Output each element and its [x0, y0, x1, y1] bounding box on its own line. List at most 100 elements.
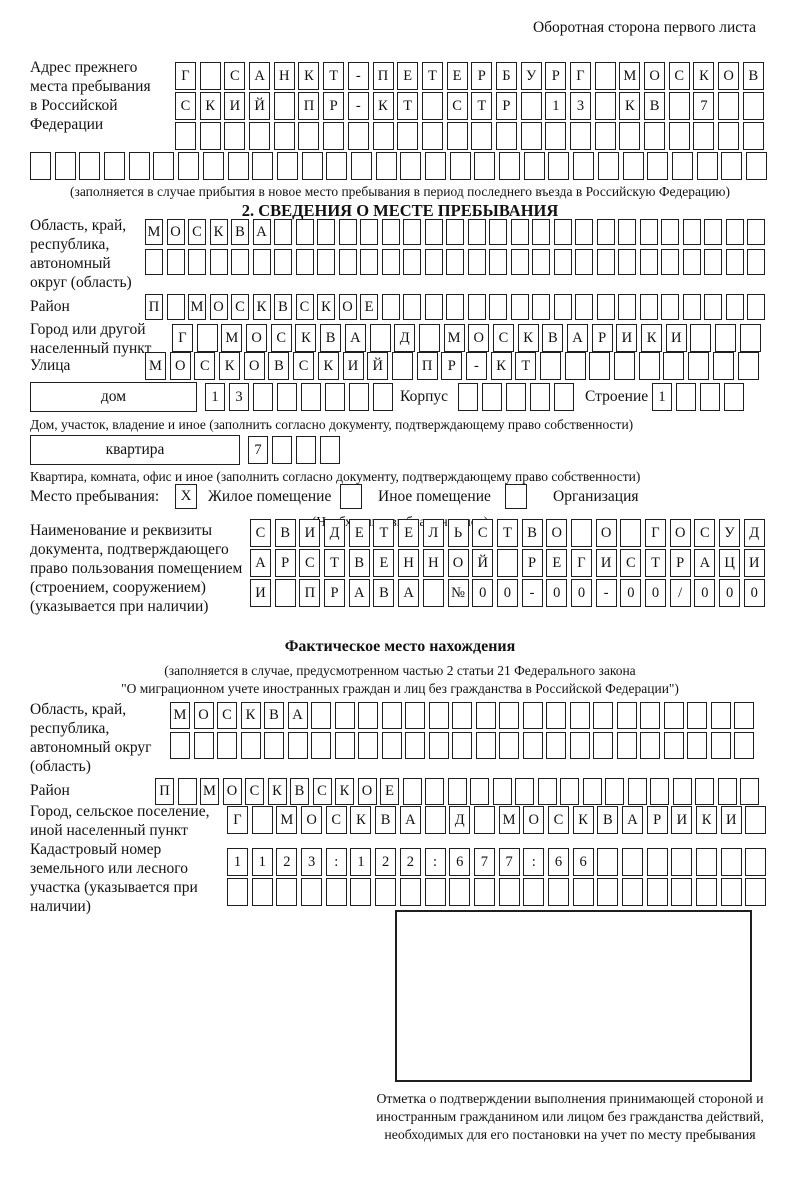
char-cell[interactable]: В	[375, 806, 397, 834]
char-cell[interactable]	[682, 294, 701, 320]
char-cell[interactable]: И	[224, 92, 246, 120]
char-cell[interactable]: -	[347, 62, 369, 90]
char-cell[interactable]: А	[622, 806, 643, 834]
char-cell[interactable]: 0	[620, 579, 642, 607]
char-cell[interactable]	[276, 152, 298, 180]
char-cell[interactable]	[687, 702, 707, 729]
char-cell[interactable]: В	[348, 549, 370, 577]
char-cell[interactable]: К	[295, 324, 317, 352]
char-cell[interactable]: Й	[249, 92, 271, 120]
char-cell[interactable]: К	[317, 352, 339, 380]
char-cell[interactable]: А	[567, 324, 588, 352]
char-cell[interactable]	[564, 352, 586, 380]
char-cell[interactable]	[338, 219, 357, 245]
char-cell[interactable]	[264, 732, 284, 759]
char-cell[interactable]	[596, 294, 615, 320]
char-cell[interactable]	[54, 152, 76, 180]
char-cell[interactable]	[700, 383, 720, 411]
char-cell[interactable]: О	[222, 778, 242, 805]
char-cell[interactable]: -	[595, 579, 617, 607]
char-cell[interactable]	[569, 702, 590, 729]
char-cell[interactable]: К	[350, 806, 372, 834]
char-cell[interactable]: О	[669, 519, 691, 547]
char-cell[interactable]: 2	[276, 848, 298, 876]
char-cell[interactable]	[597, 878, 619, 906]
char-cell[interactable]	[499, 702, 519, 729]
char-cell[interactable]	[593, 732, 613, 759]
char-cell[interactable]: 0	[645, 579, 666, 607]
char-cell[interactable]	[334, 732, 355, 759]
char-cell[interactable]	[687, 732, 707, 759]
char-cell[interactable]: Г	[175, 62, 196, 90]
char-cell[interactable]	[311, 702, 331, 729]
char-cell[interactable]	[402, 778, 422, 805]
char-cell[interactable]	[358, 702, 378, 729]
char-cell[interactable]	[622, 848, 643, 876]
char-cell[interactable]: О	[301, 806, 323, 834]
char-cell[interactable]: Н	[273, 62, 295, 90]
char-cell[interactable]	[644, 122, 666, 150]
char-cell[interactable]: К	[572, 806, 594, 834]
char-cell[interactable]: А	[252, 219, 271, 245]
char-cell[interactable]	[252, 249, 271, 275]
char-cell[interactable]: -	[347, 92, 369, 120]
char-cell[interactable]	[467, 249, 486, 275]
char-cell[interactable]: 0	[694, 579, 716, 607]
char-cell[interactable]	[240, 732, 261, 759]
char-cell[interactable]	[381, 732, 402, 759]
char-cell[interactable]: К	[317, 294, 335, 320]
char-cell[interactable]	[575, 219, 593, 245]
char-cell[interactable]	[742, 122, 764, 150]
char-cell[interactable]: Е	[446, 62, 468, 90]
char-cell[interactable]: С	[620, 549, 642, 577]
char-cell[interactable]	[447, 778, 467, 805]
char-cell[interactable]	[704, 249, 722, 275]
char-cell[interactable]: В	[644, 92, 666, 120]
char-cell[interactable]	[596, 249, 615, 275]
char-cell[interactable]: В	[231, 219, 249, 245]
char-cell[interactable]	[298, 122, 320, 150]
char-cell[interactable]	[199, 62, 221, 90]
char-cell[interactable]: А	[249, 62, 271, 90]
char-cell[interactable]	[725, 294, 744, 320]
char-cell[interactable]	[704, 294, 722, 320]
char-cell[interactable]	[573, 152, 595, 180]
char-cell[interactable]: 7	[248, 436, 268, 464]
char-cell[interactable]	[274, 579, 296, 607]
char-cell[interactable]	[334, 702, 355, 729]
char-cell[interactable]	[724, 383, 744, 411]
char-cell[interactable]	[639, 249, 658, 275]
char-cell[interactable]: 0	[719, 579, 741, 607]
char-cell[interactable]: У	[719, 519, 741, 547]
char-cell[interactable]	[747, 294, 765, 320]
char-cell[interactable]	[360, 219, 378, 245]
char-cell[interactable]: Й	[367, 352, 389, 380]
char-cell[interactable]: И	[743, 549, 765, 577]
char-cell[interactable]	[663, 732, 684, 759]
char-cell[interactable]	[251, 806, 273, 834]
char-cell[interactable]	[661, 249, 679, 275]
char-cell[interactable]: О	[447, 549, 469, 577]
char-cell[interactable]	[227, 152, 249, 180]
char-cell[interactable]: К	[252, 294, 271, 320]
char-cell[interactable]: О	[246, 324, 268, 352]
char-cell[interactable]: -	[465, 352, 487, 380]
char-cell[interactable]	[569, 732, 590, 759]
char-cell[interactable]: С	[472, 519, 494, 547]
char-cell[interactable]	[546, 732, 566, 759]
char-cell[interactable]	[498, 878, 520, 906]
char-cell[interactable]	[403, 294, 421, 320]
char-cell[interactable]: И	[250, 579, 271, 607]
char-cell[interactable]: 3	[229, 383, 249, 411]
char-cell[interactable]: Г	[172, 324, 193, 352]
char-cell[interactable]: С	[295, 294, 314, 320]
char-cell[interactable]	[274, 219, 292, 245]
char-cell[interactable]: Е	[380, 778, 399, 805]
char-cell[interactable]: С	[446, 92, 468, 120]
char-cell[interactable]: С	[217, 702, 237, 729]
char-cell[interactable]: К	[372, 92, 394, 120]
char-cell[interactable]	[510, 249, 529, 275]
char-cell[interactable]: С	[231, 294, 249, 320]
char-cell[interactable]: М	[145, 219, 163, 245]
char-cell[interactable]	[725, 249, 744, 275]
